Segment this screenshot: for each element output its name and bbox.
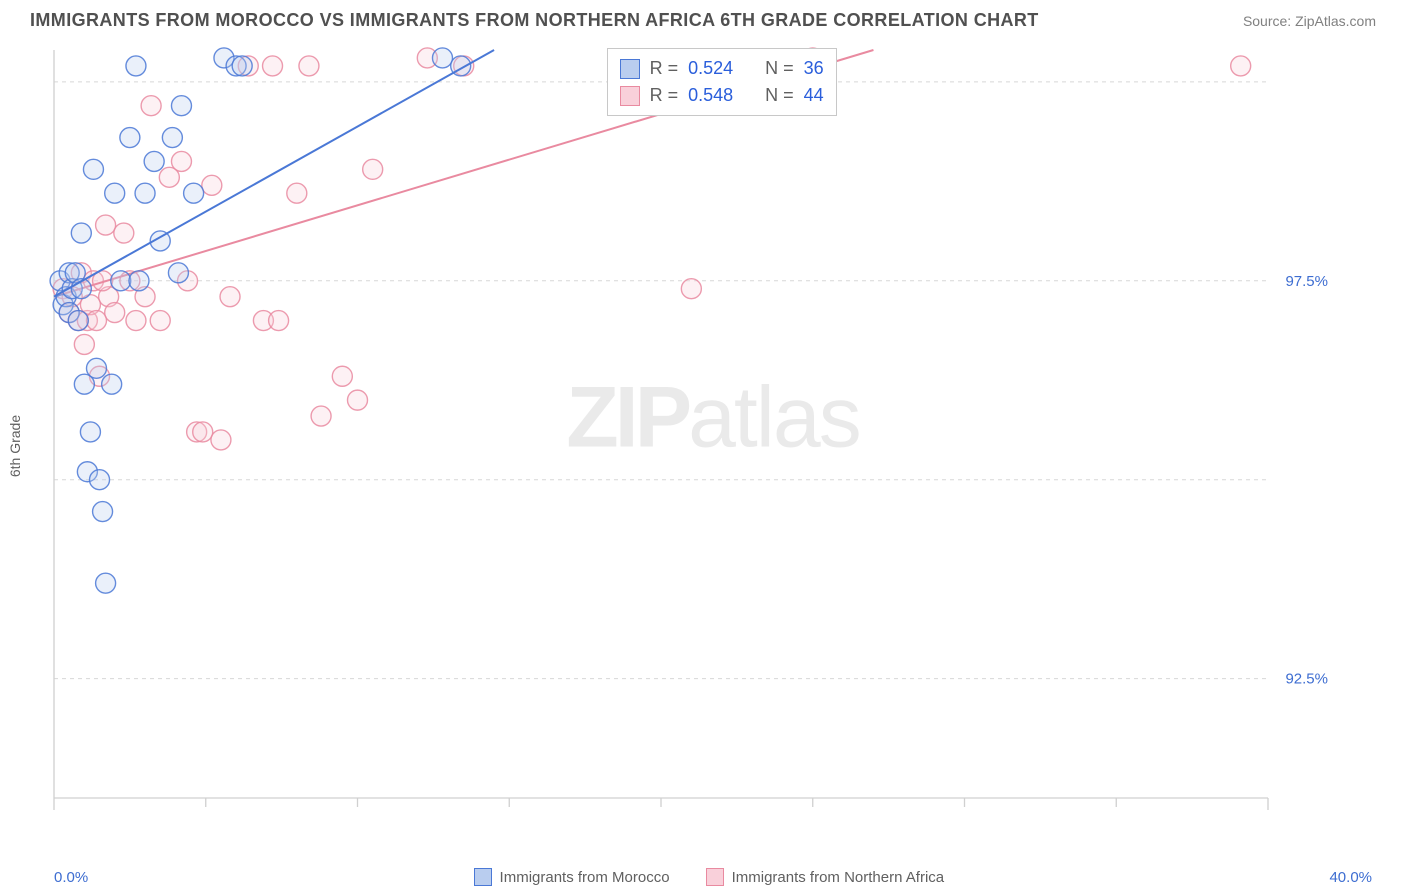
stats-row-morocco: R = 0.524 N = 36: [620, 55, 824, 82]
stat-r-label: R =: [650, 55, 679, 82]
legend-swatch-morocco: [474, 868, 492, 886]
legend-item-northern-africa: Immigrants from Northern Africa: [706, 868, 945, 886]
stat-n-label: N =: [765, 82, 794, 109]
x-tick-0: 0.0%: [54, 869, 88, 886]
stats-row-northern_africa: R = 0.548 N = 44: [620, 82, 824, 109]
bottom-legend-bar: 0.0% Immigrants from Morocco Immigrants …: [48, 868, 1378, 886]
legend-label-morocco: Immigrants from Morocco: [500, 869, 670, 886]
svg-text:92.5%: 92.5%: [1285, 671, 1328, 688]
legend-swatch-northern-africa: [706, 868, 724, 886]
stat-r-value: 0.524: [688, 55, 733, 82]
y-axis-label: 6th Grade: [7, 415, 23, 477]
stat-n-label: N =: [765, 55, 794, 82]
svg-text:97.5%: 97.5%: [1285, 273, 1328, 290]
plot-area: 92.5%97.5% ZIPatlas R =0.524N =36R =0.54…: [48, 44, 1378, 824]
stat-n-value: 44: [804, 82, 824, 109]
source-label: Source: ZipAtlas.com: [1243, 13, 1376, 29]
title-bar: IMMIGRANTS FROM MOROCCO VS IMMIGRANTS FR…: [0, 0, 1406, 37]
x-tick-40: 40.0%: [1329, 869, 1372, 886]
chart-title: IMMIGRANTS FROM MOROCCO VS IMMIGRANTS FR…: [30, 10, 1039, 31]
legend-swatch-icon: [620, 86, 640, 106]
stat-r-label: R =: [650, 82, 679, 109]
stat-n-value: 36: [804, 55, 824, 82]
stats-legend: R = 0.524 N = 36 R = 0.548 N = 44: [607, 48, 837, 116]
legend-item-morocco: Immigrants from Morocco: [474, 868, 670, 886]
scatter-chart: 92.5% 97.5%: [48, 44, 1378, 824]
stat-r-value: 0.548: [688, 82, 733, 109]
legend-label-northern-africa: Immigrants from Northern Africa: [732, 869, 945, 886]
legend-swatch-icon: [620, 59, 640, 79]
